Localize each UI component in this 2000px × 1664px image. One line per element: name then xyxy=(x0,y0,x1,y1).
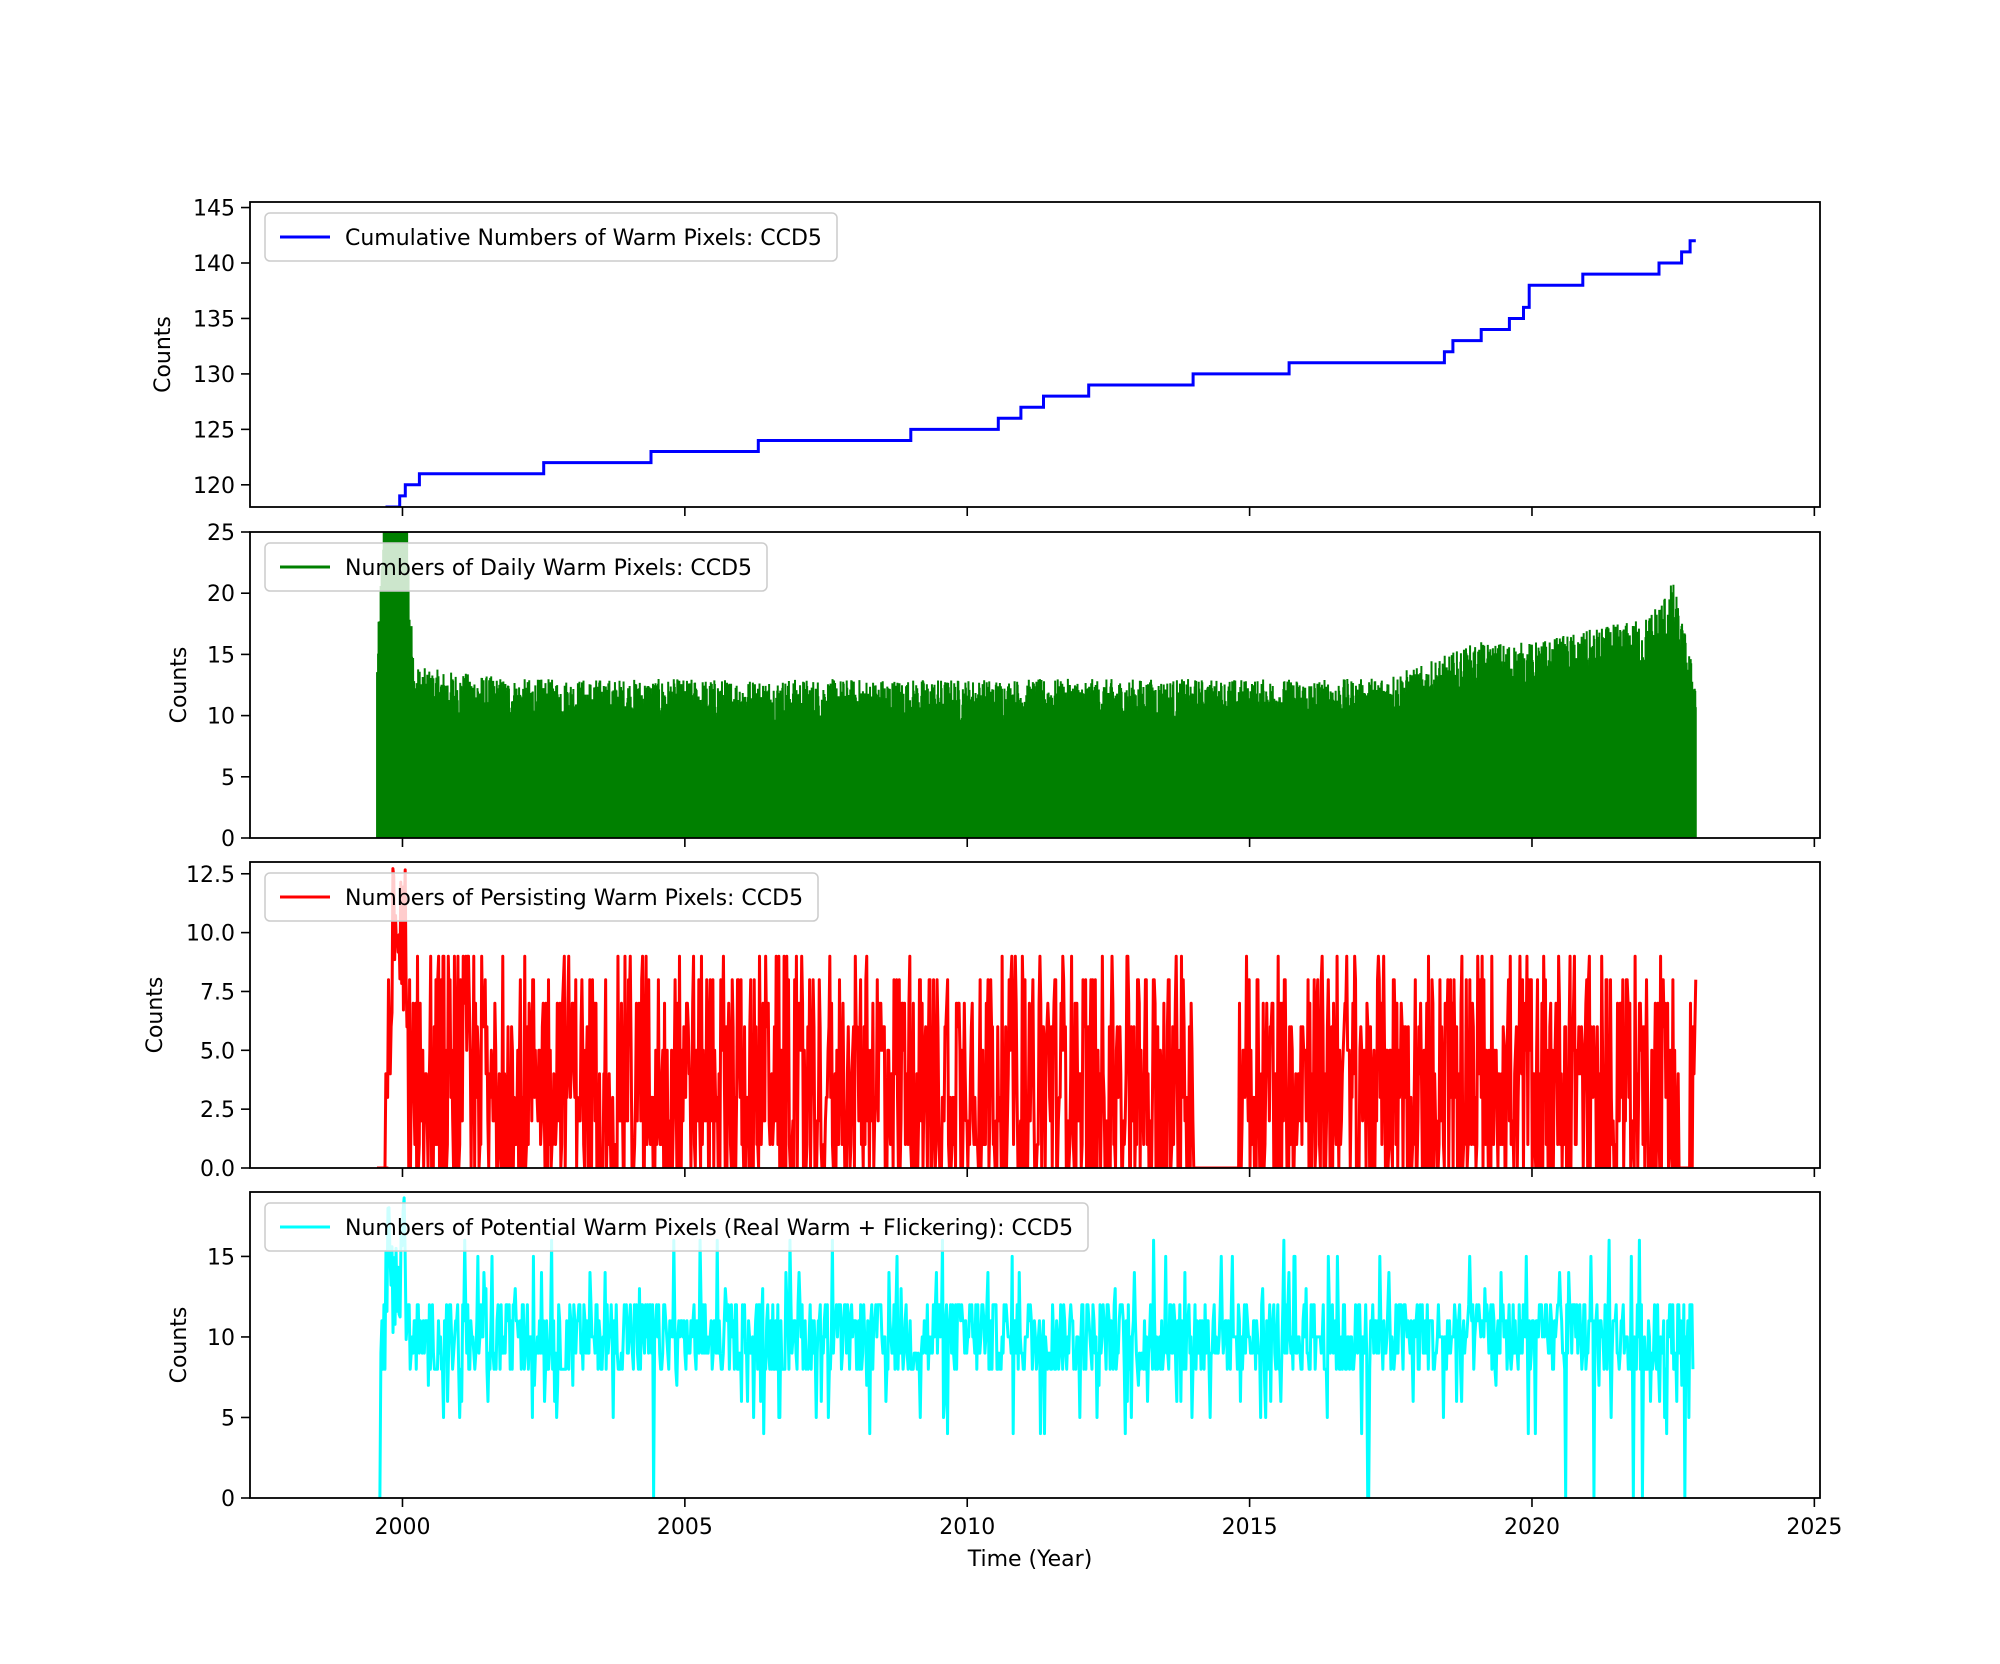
y-tick-label: 135 xyxy=(193,307,235,332)
cumulative-warm-pixels-panel: 120 125 130 135 140 145 Counts Cumulative Numbe… xyxy=(151,197,1821,516)
y-axis-label: Counts xyxy=(143,977,168,1054)
x-tick-label: 2015 xyxy=(1222,1515,1278,1540)
y-axis-label: Counts xyxy=(151,316,176,393)
axes-frame xyxy=(249,861,1821,1169)
potential-warm-pixels-panel: 0 5 10 15 2000 2005 2010 2015 2020 2025 Counts Numb… xyxy=(167,1191,1842,1540)
y-tick-label: 10 xyxy=(207,705,235,730)
persisting-warm-pixels-panel: 0.0 2.5 5.0 7.5 10.0 12.5 Counts Numbers of Per… xyxy=(143,861,1821,1182)
legend-label: Numbers of Potential Warm Pixels (Real W… xyxy=(345,1216,1073,1241)
series-line-cumulative xyxy=(385,239,1696,507)
y-tick-label: 15 xyxy=(207,643,235,668)
y-tick-label: 20 xyxy=(207,582,235,607)
legend-label: Cumulative Numbers of Warm Pixels: CCD5 xyxy=(345,226,822,251)
plot-area xyxy=(385,239,1696,507)
x-tick-label: 2025 xyxy=(1786,1515,1842,1540)
legend-label: Numbers of Daily Warm Pixels: CCD5 xyxy=(345,556,752,581)
y-tick-label: 145 xyxy=(193,197,235,222)
axes-frame xyxy=(249,201,1821,508)
y-tick-label: 10 xyxy=(207,1326,235,1351)
y-tick-label: 15 xyxy=(207,1245,235,1270)
y-tick-label: 125 xyxy=(193,418,235,443)
legend: Numbers of Potential Warm Pixels (Real W… xyxy=(264,1202,1089,1252)
y-tick-label: 12.5 xyxy=(186,863,235,888)
y-tick-label: 0 xyxy=(221,1487,235,1512)
y-tick-label: 5.0 xyxy=(200,1039,235,1064)
y-tick-label: 140 xyxy=(193,252,235,277)
legend-box xyxy=(264,212,838,262)
y-tick-label: 2.5 xyxy=(200,1098,235,1123)
y-tick-label: 5 xyxy=(221,1406,235,1431)
axes-frame xyxy=(249,1191,1821,1499)
legend-label: Numbers of Persisting Warm Pixels: CCD5 xyxy=(345,886,803,911)
y-axis-label: Counts xyxy=(167,1307,192,1384)
x-tick-label: 2020 xyxy=(1504,1515,1560,1540)
plot-area xyxy=(378,1196,1695,1498)
y-tick-label: 120 xyxy=(193,474,235,499)
legend-box xyxy=(264,1202,1089,1252)
x-tick-label: 2010 xyxy=(939,1515,995,1540)
legend-box xyxy=(264,872,819,922)
x-tick-label: 2000 xyxy=(374,1515,430,1540)
y-tick-label: 130 xyxy=(193,363,235,388)
legend: Numbers of Daily Warm Pixels: CCD5 xyxy=(264,542,768,592)
x-tick-label: 2005 xyxy=(657,1515,713,1540)
series-line-daily xyxy=(376,534,1697,838)
legend-box xyxy=(264,542,768,592)
y-tick-label: 0.0 xyxy=(200,1157,235,1182)
legend: Numbers of Persisting Warm Pixels: CCD5 xyxy=(264,872,819,922)
series-line-potential xyxy=(378,1196,1695,1498)
daily-warm-pixels-panel: 0 5 10 15 20 25 Counts Numbers of Daily Warm Pi… xyxy=(167,521,1821,852)
axes-frame xyxy=(249,531,1821,839)
y-tick-label: 10.0 xyxy=(186,922,235,947)
y-tick-label: 7.5 xyxy=(200,980,235,1005)
y-tick-label: 5 xyxy=(221,766,235,791)
x-axis-label: Time (Year) xyxy=(967,1547,1093,1572)
y-axis-label: Counts xyxy=(167,647,192,724)
legend: Cumulative Numbers of Warm Pixels: CCD5 xyxy=(264,212,838,262)
y-tick-label: 25 xyxy=(207,521,235,546)
y-tick-label: 0 xyxy=(221,827,235,852)
